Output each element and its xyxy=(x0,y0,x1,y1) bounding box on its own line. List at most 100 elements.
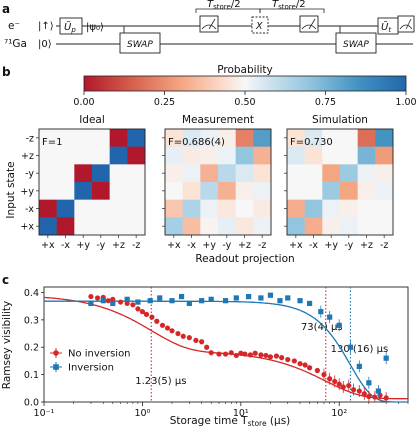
matrix-cell xyxy=(92,164,110,183)
data-point xyxy=(88,300,94,307)
matrix-cell xyxy=(253,129,272,147)
measure-icon-2 xyxy=(299,15,319,33)
legend-marker xyxy=(53,350,59,356)
matrix-cell xyxy=(287,129,305,147)
matrix-cell xyxy=(56,164,75,183)
data-point xyxy=(117,299,124,305)
x-tick-label: 10¹ xyxy=(233,408,249,419)
matrix-cell xyxy=(74,182,93,200)
qubit2-name: ⁷¹Ga xyxy=(4,38,27,50)
data-point xyxy=(178,293,185,300)
matrix-cell xyxy=(375,129,394,147)
matrix-cell xyxy=(218,182,236,200)
data-point xyxy=(306,300,313,307)
matrix-col-label: -x xyxy=(61,240,70,251)
data-point xyxy=(233,295,239,301)
prep-gate xyxy=(59,17,83,35)
matrix-cell xyxy=(74,217,93,236)
matrix-cell xyxy=(322,217,341,236)
matrix-cell xyxy=(39,199,57,218)
data-point xyxy=(327,314,333,320)
matrix-cell xyxy=(253,199,272,218)
matrix-cell xyxy=(56,217,75,236)
ket-zero: |0⟩ xyxy=(38,39,52,50)
matrix-cell xyxy=(218,217,236,236)
matrix-col-label: +y xyxy=(202,240,216,251)
chart-xlabel: Storage time Tstore (μs) xyxy=(170,415,291,428)
matrix-cell xyxy=(322,182,341,200)
matrix-cell xyxy=(235,199,254,218)
matrix-cell xyxy=(127,199,146,218)
matrix-cell xyxy=(287,146,305,165)
panel-c-chart: c Ramsey visibility Storage time Tstore … xyxy=(1,273,409,428)
matrix-cell xyxy=(218,164,236,183)
x-tick-label: 10⁰ xyxy=(134,408,150,419)
colorbar-tick-label: 0.75 xyxy=(315,97,336,108)
y-tick-label: 0.4 xyxy=(24,288,39,299)
data-point xyxy=(366,380,372,386)
matrix-fidelity: F=0.730 xyxy=(290,137,333,148)
matrix-cell xyxy=(39,164,57,183)
matrix-cell xyxy=(127,217,146,236)
matrix-cell xyxy=(56,182,75,200)
tstore-half-2-label: Tstore/2 xyxy=(272,0,306,11)
swap-gate-1 xyxy=(119,32,161,54)
matrix-cell xyxy=(218,199,236,218)
matrix-measurement: Measurement F=0.686(4) +x -x +y -y +z -z xyxy=(162,114,272,251)
matrix-row-label: -z xyxy=(26,133,34,144)
matrix-cell xyxy=(304,146,323,165)
matrix-cell xyxy=(200,182,219,200)
matrix-cell xyxy=(304,217,323,236)
matrix-cell xyxy=(74,199,93,218)
data-point xyxy=(164,325,171,331)
matrix-simulation: Simulation F=0.730 +x -x +y -y +z -z xyxy=(284,114,394,251)
data-point xyxy=(297,298,303,304)
data-point xyxy=(135,306,141,312)
matrix-cell xyxy=(375,217,394,236)
matrix-cell xyxy=(235,164,254,183)
matrix-cell xyxy=(287,182,305,200)
data-point xyxy=(208,296,214,302)
matrix-cell xyxy=(39,129,57,147)
matrix-row-label: +z xyxy=(21,151,34,162)
matrix-cell xyxy=(109,146,128,165)
data-point xyxy=(321,372,327,378)
matrix-col-label: -z xyxy=(258,240,266,251)
matrix-cell xyxy=(200,146,219,165)
matrix-cell xyxy=(165,129,183,147)
matrix-cell xyxy=(92,182,110,200)
x-tick-label: 10² xyxy=(331,408,347,419)
y-tick-label: 0.0 xyxy=(24,398,39,409)
data-point xyxy=(199,339,205,345)
data-point xyxy=(318,309,324,315)
matrix-cell xyxy=(109,182,128,200)
panel-c-label: c xyxy=(2,273,9,287)
data-point xyxy=(180,333,186,339)
matrix-cell xyxy=(322,164,341,183)
matrix-cell xyxy=(340,129,358,147)
data-point xyxy=(88,293,94,300)
data-point xyxy=(247,352,253,358)
measure-icon-3 xyxy=(397,15,415,33)
data-point xyxy=(149,314,155,320)
data-point xyxy=(105,298,111,304)
matrix-cell xyxy=(218,146,236,165)
data-point xyxy=(246,293,252,300)
annotation-label: 130 (16) μs xyxy=(331,344,389,355)
data-point xyxy=(277,298,283,304)
y-tick-label: 0.1 xyxy=(24,370,39,381)
series-inversion xyxy=(88,292,389,398)
matrix-cell xyxy=(182,129,201,147)
matrix-col-label: -y xyxy=(96,240,105,251)
y-tick-label: 0.2 xyxy=(24,343,39,354)
data-point xyxy=(242,351,248,357)
matrix-col-label: -z xyxy=(380,240,388,251)
data-point xyxy=(135,299,141,305)
matrix-cell xyxy=(357,129,376,147)
ket-up: |↑⟩ xyxy=(38,21,54,32)
chart-plot-area: 0.0 0.1 0.2 0.3 0.4 10⁻¹ 10⁰ 10¹ 10² 1.23(5) μs 73… xyxy=(24,286,409,419)
data-point xyxy=(110,300,116,307)
matrix-cell xyxy=(182,146,201,165)
matrix-cell xyxy=(200,217,219,236)
